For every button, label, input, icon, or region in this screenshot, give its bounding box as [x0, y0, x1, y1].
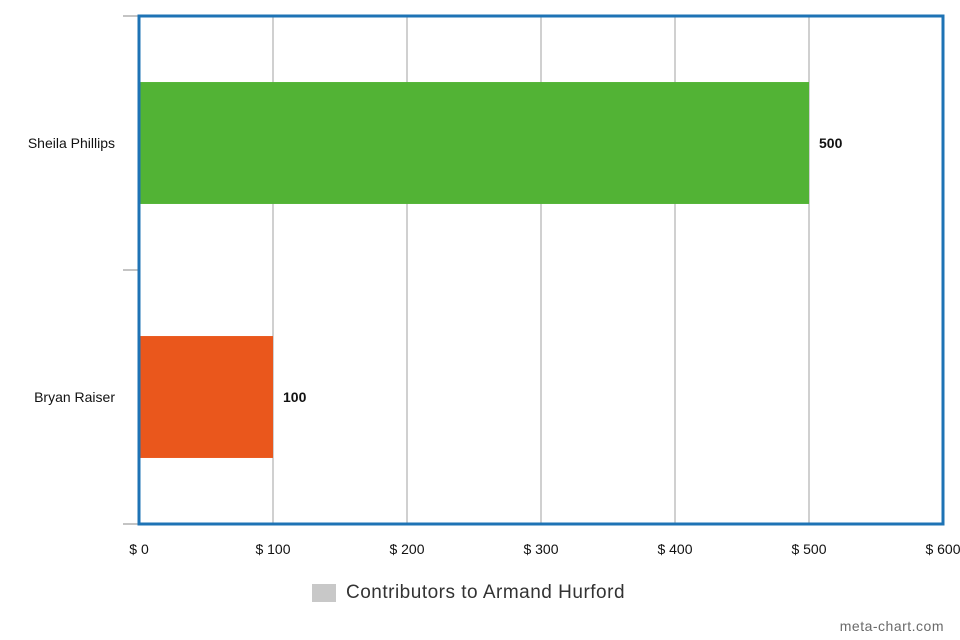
- category-axis: [123, 15, 139, 525]
- credit-text: meta-chart.com: [839, 618, 944, 634]
- x-tick-label: $ 500: [791, 541, 826, 557]
- x-tick-label: $ 200: [389, 541, 424, 557]
- category-label: Sheila Phillips: [28, 135, 115, 151]
- legend[interactable]: Contributors to Armand Hurford: [312, 582, 625, 604]
- data-label: 100: [283, 389, 307, 405]
- category-labels: Sheila Phillips Bryan Raiser: [28, 135, 116, 405]
- category-label: Bryan Raiser: [34, 389, 115, 405]
- bar[interactable]: [139, 336, 273, 458]
- data-labels: 500 100: [283, 135, 843, 405]
- bar[interactable]: [139, 82, 809, 204]
- data-label: 500: [819, 135, 843, 151]
- x-tick-label: $ 600: [925, 541, 960, 557]
- x-tick-label: $ 0: [129, 541, 149, 557]
- legend-swatch: [312, 584, 336, 602]
- x-tick-label: $ 300: [523, 541, 558, 557]
- x-tick-label: $ 400: [657, 541, 692, 557]
- bars: [139, 82, 809, 458]
- x-tick-label: $ 100: [255, 541, 290, 557]
- legend-label: Contributors to Armand Hurford: [346, 582, 626, 603]
- plot-frame: [137, 14, 945, 526]
- x-tick-labels: $ 0 $ 100 $ 200 $ 300 $ 400 $ 500 $ 600: [129, 541, 960, 557]
